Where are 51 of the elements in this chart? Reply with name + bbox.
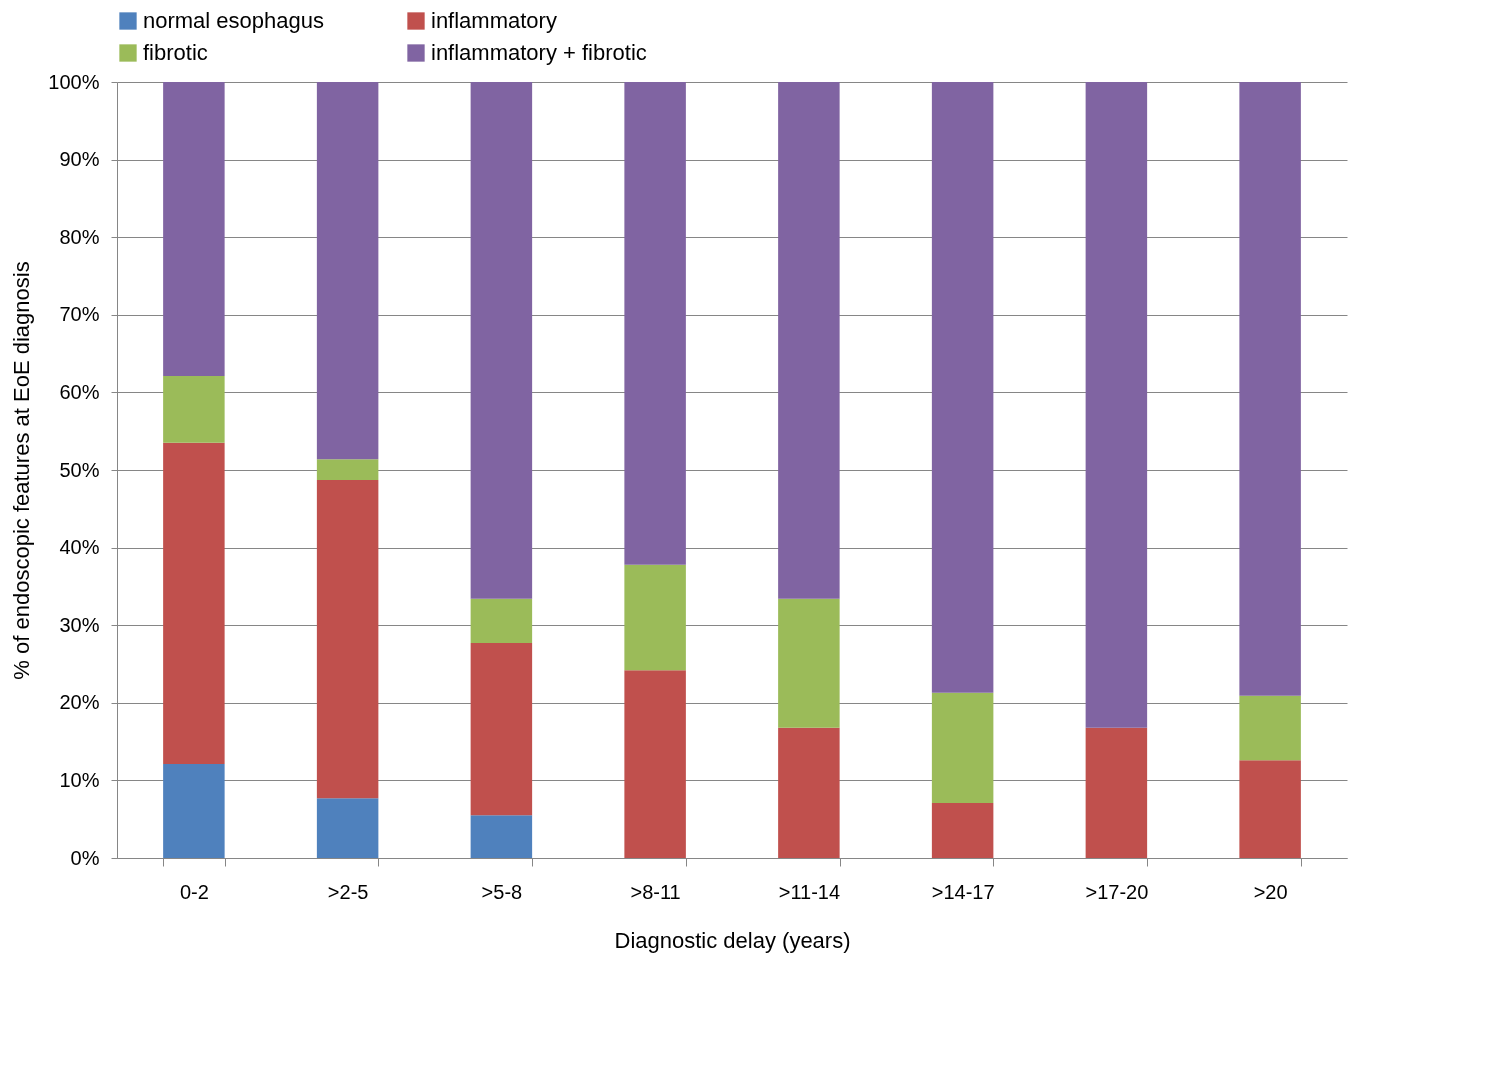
y-axis-title: % of endoscopic features at EoE diagnosis (9, 261, 35, 680)
bar (470, 82, 533, 599)
bar (163, 82, 225, 377)
x-tick-label: >8-11 (630, 880, 681, 903)
x-tick-label: >17-20 (1085, 880, 1149, 903)
y-tick-label: 20% (59, 691, 100, 714)
bar (163, 442, 225, 765)
y-tick-label: 10% (59, 768, 100, 791)
bar (931, 82, 994, 693)
legend-label: fibrotic (143, 40, 208, 65)
x-tick-label: >5-8 (481, 880, 523, 903)
bar (470, 815, 533, 858)
bar (778, 598, 840, 728)
bar (163, 376, 225, 443)
bar (931, 802, 994, 858)
bar (624, 564, 686, 671)
legend-label: normal esophagus (143, 8, 325, 33)
y-tick-label: 0% (70, 846, 100, 869)
bar (778, 82, 840, 599)
bar (470, 598, 533, 644)
y-tick-label: 30% (59, 613, 100, 636)
y-tick-label: 70% (59, 303, 100, 326)
bar (163, 764, 225, 858)
bar (778, 727, 840, 858)
bar (931, 692, 994, 803)
bar (316, 459, 379, 481)
y-tick-label: 80% (59, 225, 100, 248)
y-tick-label: 50% (59, 458, 100, 481)
bar (624, 670, 686, 858)
bar (316, 82, 379, 460)
x-tick-label: >11-14 (778, 880, 841, 903)
x-tick-label: 0-2 (179, 880, 209, 903)
bar (1085, 82, 1148, 728)
bar (1239, 760, 1301, 858)
legend-label: inflammatory + fibrotic (431, 40, 647, 65)
bar (1239, 695, 1301, 761)
bar (1085, 727, 1148, 858)
x-tick-label: >2-5 (327, 880, 369, 903)
y-tick-label: 90% (59, 148, 100, 171)
legend-label: inflammatory (431, 8, 557, 33)
bar (1239, 82, 1301, 696)
bar (316, 480, 379, 799)
bar (470, 643, 533, 816)
x-tick-label: >20 (1253, 880, 1288, 903)
y-tick-label: 100% (48, 70, 100, 93)
y-tick-label: 60% (59, 380, 100, 403)
y-tick-label: 40% (59, 536, 100, 559)
bar (624, 82, 686, 565)
bar (316, 798, 379, 858)
x-axis-title: Diagnostic delay (years) (614, 927, 851, 953)
x-tick-label: >14-17 (931, 880, 995, 903)
